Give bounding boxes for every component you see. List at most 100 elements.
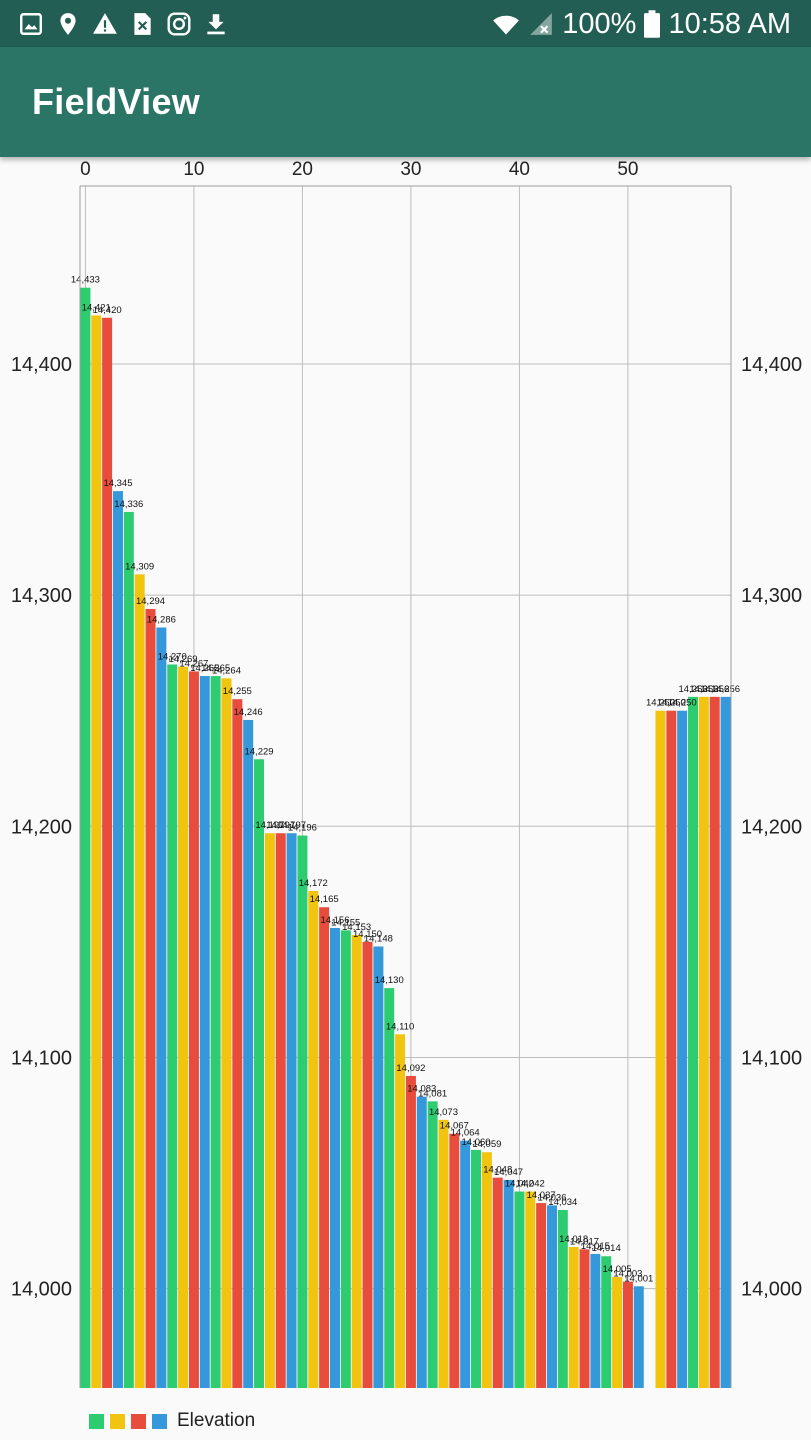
bar-value-label: 14,421 <box>82 302 111 313</box>
bar-value-label: 14,172 <box>299 878 328 889</box>
bar-value-label: 14,270 <box>158 651 187 662</box>
bar-value-label: 14,250 <box>646 698 675 709</box>
axes: 0 10 20 30 40 50 14,000 14,000 14,100 14,100 14,20… <box>11 159 802 1388</box>
bar <box>622 1281 633 1388</box>
battery-icon <box>644 10 661 38</box>
status-bar: 100% 10:58 AM <box>0 0 811 47</box>
bar-value-label: 14,256 <box>678 684 707 695</box>
bar <box>503 1179 514 1388</box>
bar <box>677 710 688 1388</box>
warning-icon <box>93 13 117 34</box>
bar-value-label: 14,110 <box>386 1021 414 1032</box>
bar <box>102 317 113 1388</box>
bar <box>286 833 297 1388</box>
bar <box>720 696 731 1388</box>
bar-value-label: 14,018 <box>559 1234 588 1245</box>
bar <box>709 696 720 1388</box>
bar-value-label: 14,059 <box>472 1139 501 1150</box>
bar <box>655 710 666 1388</box>
image-icon <box>20 13 42 35</box>
bar <box>275 833 286 1388</box>
bar <box>329 928 340 1388</box>
bar-value-label: 14,267 <box>179 658 208 669</box>
bar-value-label: 14,420 <box>93 305 122 316</box>
bar-value-label: 14,250 <box>668 698 697 709</box>
bar <box>297 835 308 1388</box>
bar <box>666 710 677 1388</box>
bar-value-label: 14,156 <box>320 915 349 926</box>
y-tick-label-left: 14,300 <box>11 585 72 607</box>
bar-value-label: 14,269 <box>169 654 198 665</box>
x-tick-label: 20 <box>292 159 313 180</box>
notification-icons <box>18 10 229 38</box>
bar <box>362 941 373 1388</box>
bar-value-label: 14,148 <box>364 933 393 944</box>
bar-value-label: 14,250 <box>657 698 686 709</box>
y-tick-label-right: 14,400 <box>741 354 802 376</box>
y-tick-label-left: 14,000 <box>11 1279 72 1301</box>
bar-value-label: 14,083 <box>407 1084 436 1095</box>
bar-value-label: 14,286 <box>147 615 176 626</box>
bar-value-label: 14,255 <box>223 686 252 697</box>
bar-value-label: 14,196 <box>288 823 317 834</box>
legend-swatch-yellow <box>110 1413 125 1429</box>
y-tick-label-right: 14,300 <box>741 585 802 607</box>
bar <box>525 1191 536 1388</box>
bar-value-label: 14,037 <box>527 1190 556 1201</box>
bar-value-label: 14,229 <box>244 746 273 757</box>
bar <box>405 1075 416 1388</box>
instagram-icon <box>167 12 191 36</box>
bar-value-label: 14,017 <box>570 1236 599 1247</box>
bar <box>612 1277 623 1388</box>
bar <box>232 699 243 1388</box>
bar <box>112 491 123 1389</box>
sim-missing-icon <box>134 13 151 35</box>
x-tick-label: 50 <box>617 159 638 180</box>
download-icon <box>207 14 225 35</box>
x-tick-label: 30 <box>400 159 421 180</box>
bar-value-label: 14,256 <box>689 684 718 695</box>
bar <box>308 891 319 1388</box>
battery-percent: 100% <box>562 7 637 40</box>
bar-value-label: 14,064 <box>451 1128 480 1139</box>
bar-value-label: 14,433 <box>71 275 100 286</box>
bar-value-label: 14,001 <box>624 1273 653 1284</box>
bar <box>568 1246 579 1388</box>
bar-value-label: 14,034 <box>548 1197 577 1208</box>
bar <box>80 287 91 1388</box>
bar <box>178 666 189 1388</box>
bar-value-label: 14,265 <box>190 663 219 674</box>
bar <box>633 1286 644 1388</box>
app-bar: FieldView <box>0 47 811 157</box>
bar <box>481 1152 492 1388</box>
bar <box>319 907 330 1388</box>
bar-value-label: 14,015 <box>581 1241 610 1252</box>
bar <box>579 1249 590 1388</box>
bar <box>384 988 395 1388</box>
bar-value-label: 14,265 <box>201 663 230 674</box>
bar <box>254 759 265 1388</box>
bar-value-label: 14,345 <box>103 478 132 489</box>
bar <box>427 1101 438 1388</box>
bar-value-label: 14,150 <box>353 929 382 940</box>
bar <box>557 1210 568 1388</box>
bar <box>264 833 275 1388</box>
bar <box>221 678 232 1388</box>
bar-value-label: 14,130 <box>375 975 404 986</box>
y-tick-label-right: 14,000 <box>741 1279 802 1301</box>
y-tick-label-left: 14,400 <box>11 354 72 376</box>
x-tick-label: 0 <box>80 159 91 180</box>
bar-value-label: 14,073 <box>429 1107 458 1118</box>
bar-value-label: 14,047 <box>494 1167 523 1178</box>
bar-value-label: 14,256 <box>700 684 729 695</box>
bar-value-label: 14,036 <box>537 1192 566 1203</box>
bar <box>698 696 709 1388</box>
legend-swatch-green <box>89 1413 104 1429</box>
bar-value-label: 14,309 <box>125 561 154 572</box>
bar <box>167 664 178 1388</box>
y-tick-label-left: 14,200 <box>11 816 72 838</box>
bar-value-label: 14,067 <box>440 1121 469 1132</box>
bar-value-label: 14,155 <box>331 917 360 928</box>
bar <box>471 1149 482 1388</box>
